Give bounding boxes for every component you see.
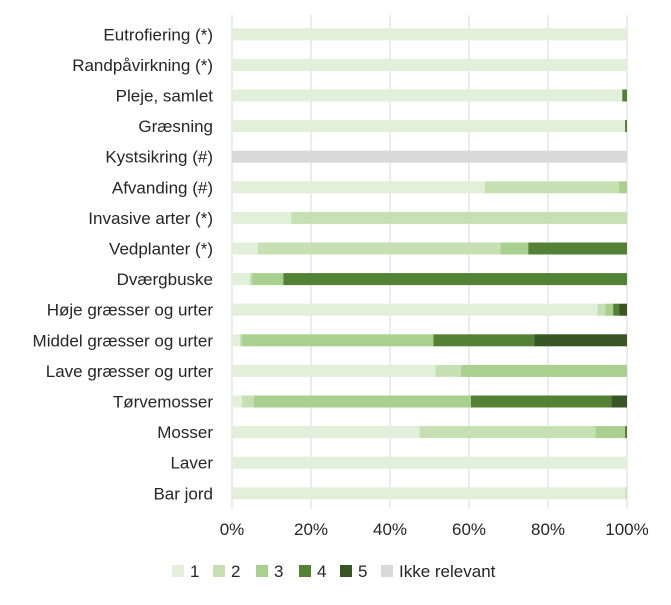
- legend-swatch: [213, 565, 225, 577]
- legend-item: 1: [172, 562, 199, 581]
- bar-segment: [461, 364, 627, 377]
- x-tick-label: 40%: [373, 520, 407, 539]
- category-label: Randpåvirkning (*): [72, 56, 213, 75]
- bar-segment: [484, 181, 620, 194]
- bar-segment: [232, 242, 258, 255]
- bar-segment: [253, 395, 471, 408]
- bar-segment: [605, 303, 614, 316]
- bar-segment: [232, 487, 626, 500]
- bar-segment: [291, 211, 627, 224]
- bar-segment: [232, 89, 623, 102]
- legend-swatch: [340, 565, 352, 577]
- bar-segment: [241, 395, 254, 408]
- category-label: Middel græsser og urter: [33, 331, 214, 350]
- legend-swatch: [172, 565, 184, 577]
- x-axis-tick-labels: 0% 20% 40% 60% 80% 100%: [220, 520, 649, 539]
- bar-segment: [528, 242, 627, 255]
- bar-segment: [433, 334, 535, 347]
- category-label: Høje græsser og urter: [47, 301, 214, 320]
- bar-segment: [232, 303, 598, 316]
- legend-item: 4: [299, 562, 326, 581]
- bar-segment: [232, 364, 436, 377]
- x-tick-label: 20%: [294, 520, 328, 539]
- legend-label: 4: [317, 562, 326, 581]
- legend: 1 2 3 4 5 Ikke relevant: [172, 562, 496, 581]
- bar-segment: [232, 334, 240, 347]
- category-label: Laver: [170, 454, 213, 473]
- bar-segment: [597, 303, 606, 316]
- bar-segment: [232, 28, 627, 41]
- legend-item: 5: [340, 562, 367, 581]
- bar-segment: [470, 395, 612, 408]
- bar-segment: [619, 181, 627, 194]
- bar-segment: [613, 303, 620, 316]
- category-label: Græsning: [138, 117, 213, 136]
- category-label: Lave græsser og urter: [46, 362, 214, 381]
- legend-label: Ikke relevant: [399, 562, 496, 581]
- category-label: Pleje, samlet: [116, 87, 214, 106]
- legend-swatch: [299, 565, 311, 577]
- legend-item: Ikke relevant: [381, 562, 496, 581]
- legend-item: 2: [213, 562, 240, 581]
- x-tick-label: 60%: [452, 520, 486, 539]
- legend-label: 1: [190, 562, 199, 581]
- bar-segment: [534, 334, 627, 347]
- bar-segment: [257, 242, 501, 255]
- category-label: Vedplanter (*): [109, 240, 213, 259]
- bar-segment: [232, 456, 627, 469]
- category-label: Tørvemosser: [113, 393, 213, 412]
- bar-segment: [500, 242, 529, 255]
- bar-segment: [232, 395, 242, 408]
- category-label: Bar jord: [153, 484, 213, 503]
- bar-segment: [239, 334, 242, 347]
- bar-segment: [611, 395, 627, 408]
- bar-segment: [232, 211, 292, 224]
- category-label: Afvanding (#): [112, 178, 213, 197]
- bar-segment: [232, 58, 627, 71]
- x-tick-label: 100%: [605, 520, 648, 539]
- bar-segment: [232, 120, 626, 133]
- legend-label: 2: [231, 562, 240, 581]
- category-label: Dværgbuske: [117, 270, 213, 289]
- category-label: Eutrofiering (*): [103, 25, 213, 44]
- bar-segment: [419, 426, 596, 439]
- category-label: Kystsikring (#): [105, 148, 213, 167]
- bar-segment: [249, 273, 252, 286]
- bar-segment: [619, 303, 627, 316]
- bar-segment: [625, 487, 627, 500]
- bar-segment: [625, 120, 627, 133]
- x-tick-label: 80%: [531, 520, 565, 539]
- bar-segment: [241, 334, 434, 347]
- bars: [232, 28, 627, 500]
- bar-segment: [283, 273, 627, 286]
- bar-segment: [251, 273, 284, 286]
- legend-swatch: [381, 565, 393, 577]
- bar-segment: [232, 181, 485, 194]
- bar-segment: [625, 426, 627, 439]
- legend-swatch: [256, 565, 268, 577]
- bar-segment: [595, 426, 626, 439]
- legend-label: 3: [274, 562, 283, 581]
- x-tick-label: 0%: [220, 520, 245, 539]
- bar-segment: [232, 273, 250, 286]
- category-label: Invasive arter (*): [88, 209, 213, 228]
- bar-segment: [435, 364, 462, 377]
- bar-segment: [232, 426, 420, 439]
- category-label: Mosser: [157, 423, 213, 442]
- legend-label: 5: [358, 562, 367, 581]
- bar-segment: [232, 150, 627, 163]
- legend-item: 3: [256, 562, 283, 581]
- bar-segment: [622, 89, 627, 102]
- category-labels: Eutrofiering (*) Randpåvirkning (*) Pleje,…: [33, 25, 214, 503]
